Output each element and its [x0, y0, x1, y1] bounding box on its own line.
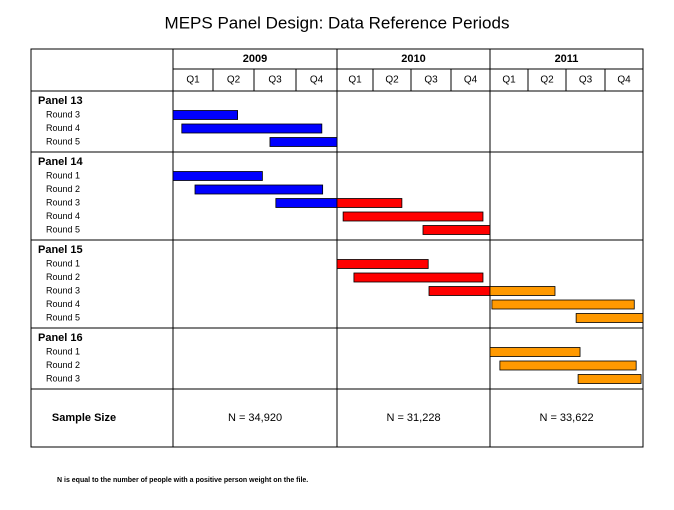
quarter-label: Q1 — [186, 75, 200, 86]
round-label: Round 1 — [46, 346, 80, 356]
round-label: Round 2 — [46, 272, 80, 282]
quarter-label: Q2 — [385, 75, 399, 86]
quarter-label: Q3 — [424, 75, 438, 86]
sample-size-value: N = 33,622 — [539, 412, 593, 424]
round-label: Round 2 — [46, 360, 80, 370]
period-bar — [172, 110, 238, 120]
panel-label: Panel 14 — [38, 156, 84, 168]
quarter-label: Q2 — [227, 75, 241, 86]
period-bar — [422, 225, 491, 235]
panel-label: Panel 13 — [38, 95, 83, 107]
panel-label: Panel 16 — [38, 332, 83, 344]
period-bar — [275, 198, 338, 208]
quarter-label: Q1 — [502, 75, 516, 86]
round-label: Round 3 — [46, 285, 80, 295]
year-label: 2009 — [243, 53, 267, 65]
quarter-label: Q3 — [268, 75, 282, 86]
period-bar — [353, 272, 484, 283]
period-bar — [489, 286, 556, 296]
round-label: Round 4 — [46, 299, 80, 309]
period-bar — [181, 123, 323, 134]
period-bar — [336, 198, 403, 208]
period-bar — [194, 184, 324, 195]
round-label: Round 4 — [46, 123, 80, 133]
year-label: 2011 — [555, 53, 579, 65]
round-label: Round 1 — [46, 258, 80, 268]
quarter-label: Q4 — [310, 75, 324, 86]
panel-label: Panel 15 — [38, 244, 83, 256]
period-bar — [172, 171, 263, 181]
round-label: Round 5 — [46, 312, 80, 322]
round-label: Round 1 — [46, 170, 80, 180]
round-label: Round 3 — [46, 109, 80, 119]
period-bar — [342, 211, 484, 222]
footnote: N is equal to the number of people with … — [57, 477, 308, 484]
round-label: Round 5 — [46, 224, 80, 234]
year-label: 2010 — [401, 53, 425, 65]
quarter-label: Q4 — [617, 75, 631, 86]
round-label: Round 3 — [46, 373, 80, 383]
title: MEPS Panel Design: Data Reference Period… — [165, 13, 510, 32]
sample-size-value: N = 31,228 — [386, 412, 440, 424]
period-bar — [499, 360, 637, 371]
quarter-label: Q4 — [464, 75, 478, 86]
period-bar — [491, 299, 635, 310]
round-label: Round 4 — [46, 211, 80, 221]
period-bar — [575, 313, 644, 323]
period-bar — [269, 137, 338, 147]
sample-size-label: Sample Size — [52, 412, 116, 424]
period-bar — [577, 374, 642, 384]
period-bar — [336, 259, 429, 269]
quarter-label: Q2 — [540, 75, 554, 86]
quarter-label: Q1 — [348, 75, 362, 86]
quarter-label: Q3 — [579, 75, 593, 86]
round-label: Round 3 — [46, 197, 80, 207]
sample-size-value: N = 34,920 — [228, 412, 282, 424]
period-bar — [489, 347, 581, 357]
round-label: Round 2 — [46, 184, 80, 194]
period-bar — [428, 286, 491, 296]
round-label: Round 5 — [46, 136, 80, 146]
